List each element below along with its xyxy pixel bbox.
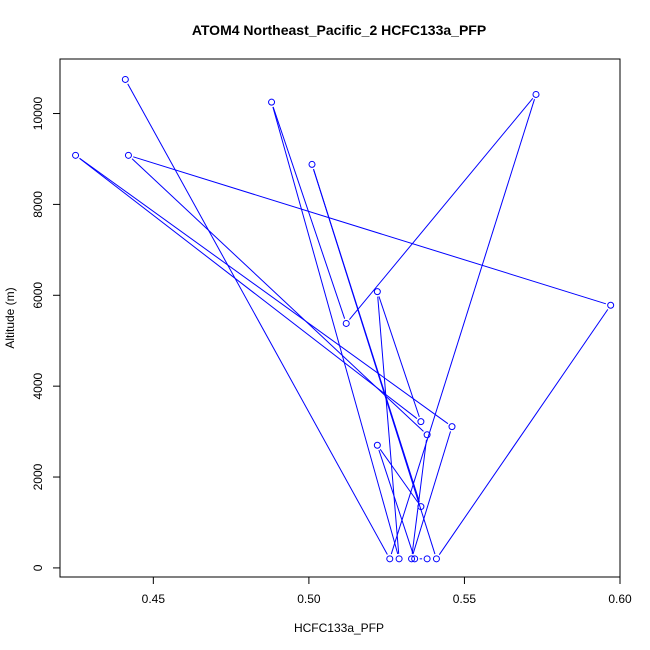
series-segment — [79, 157, 418, 419]
data-point — [373, 288, 381, 296]
series-segment — [133, 156, 607, 305]
data-point — [448, 423, 456, 431]
x-tick-label: 0.45 — [142, 592, 166, 606]
x-axis-label: HCFC133a_PFP — [294, 621, 384, 635]
data-point — [417, 503, 425, 511]
series-segment — [127, 83, 388, 555]
series-segment — [272, 106, 346, 319]
series-segment — [131, 158, 424, 432]
series-segment — [79, 157, 449, 425]
series-points — [72, 75, 615, 563]
y-tick-label: 4000 — [31, 372, 45, 399]
series-segment — [378, 296, 420, 418]
data-point — [408, 555, 416, 563]
series-segment — [272, 106, 399, 555]
data-point — [411, 555, 419, 563]
x-axis: 0.45 0.50 0.55 0.60 — [142, 577, 632, 606]
series-segment — [349, 97, 534, 320]
data-point — [342, 319, 350, 327]
data-point — [308, 160, 316, 168]
series-segment — [379, 449, 419, 503]
data-point — [423, 431, 431, 439]
x-tick-label: 0.60 — [608, 592, 632, 606]
plot-frame — [59, 58, 621, 578]
data-point — [395, 555, 403, 563]
data-point — [72, 151, 80, 159]
chart-title: ATOM4 Northeast_Pacific_2 HCFC133a_PFP — [192, 22, 486, 38]
series-segment — [313, 169, 420, 502]
data-point — [268, 98, 276, 106]
series-lines — [79, 83, 609, 560]
y-tick-label: 0 — [31, 564, 45, 571]
data-point — [373, 441, 381, 449]
series-segment — [411, 439, 427, 554]
data-point — [607, 301, 615, 309]
series-segment — [438, 309, 609, 555]
data-point — [124, 151, 132, 159]
y-tick-label: 8000 — [31, 191, 45, 218]
y-tick-label: 10000 — [31, 97, 45, 131]
series-segment — [390, 99, 535, 555]
data-point — [386, 555, 394, 563]
y-axis-label: Altitude (m) — [3, 287, 17, 348]
data-point — [423, 555, 431, 563]
data-point — [121, 75, 129, 83]
y-tick-label: 2000 — [31, 463, 45, 490]
x-tick-label: 0.55 — [453, 592, 477, 606]
y-axis: 0 2000 4000 6000 8000 10000 — [31, 97, 60, 571]
x-tick-label: 0.50 — [297, 592, 321, 606]
data-point — [432, 555, 440, 563]
data-point — [417, 418, 425, 426]
data-point — [532, 90, 540, 98]
series-segment — [412, 431, 452, 555]
series-segment — [378, 449, 414, 555]
y-tick-label: 6000 — [31, 282, 45, 309]
series-segment — [377, 296, 400, 554]
